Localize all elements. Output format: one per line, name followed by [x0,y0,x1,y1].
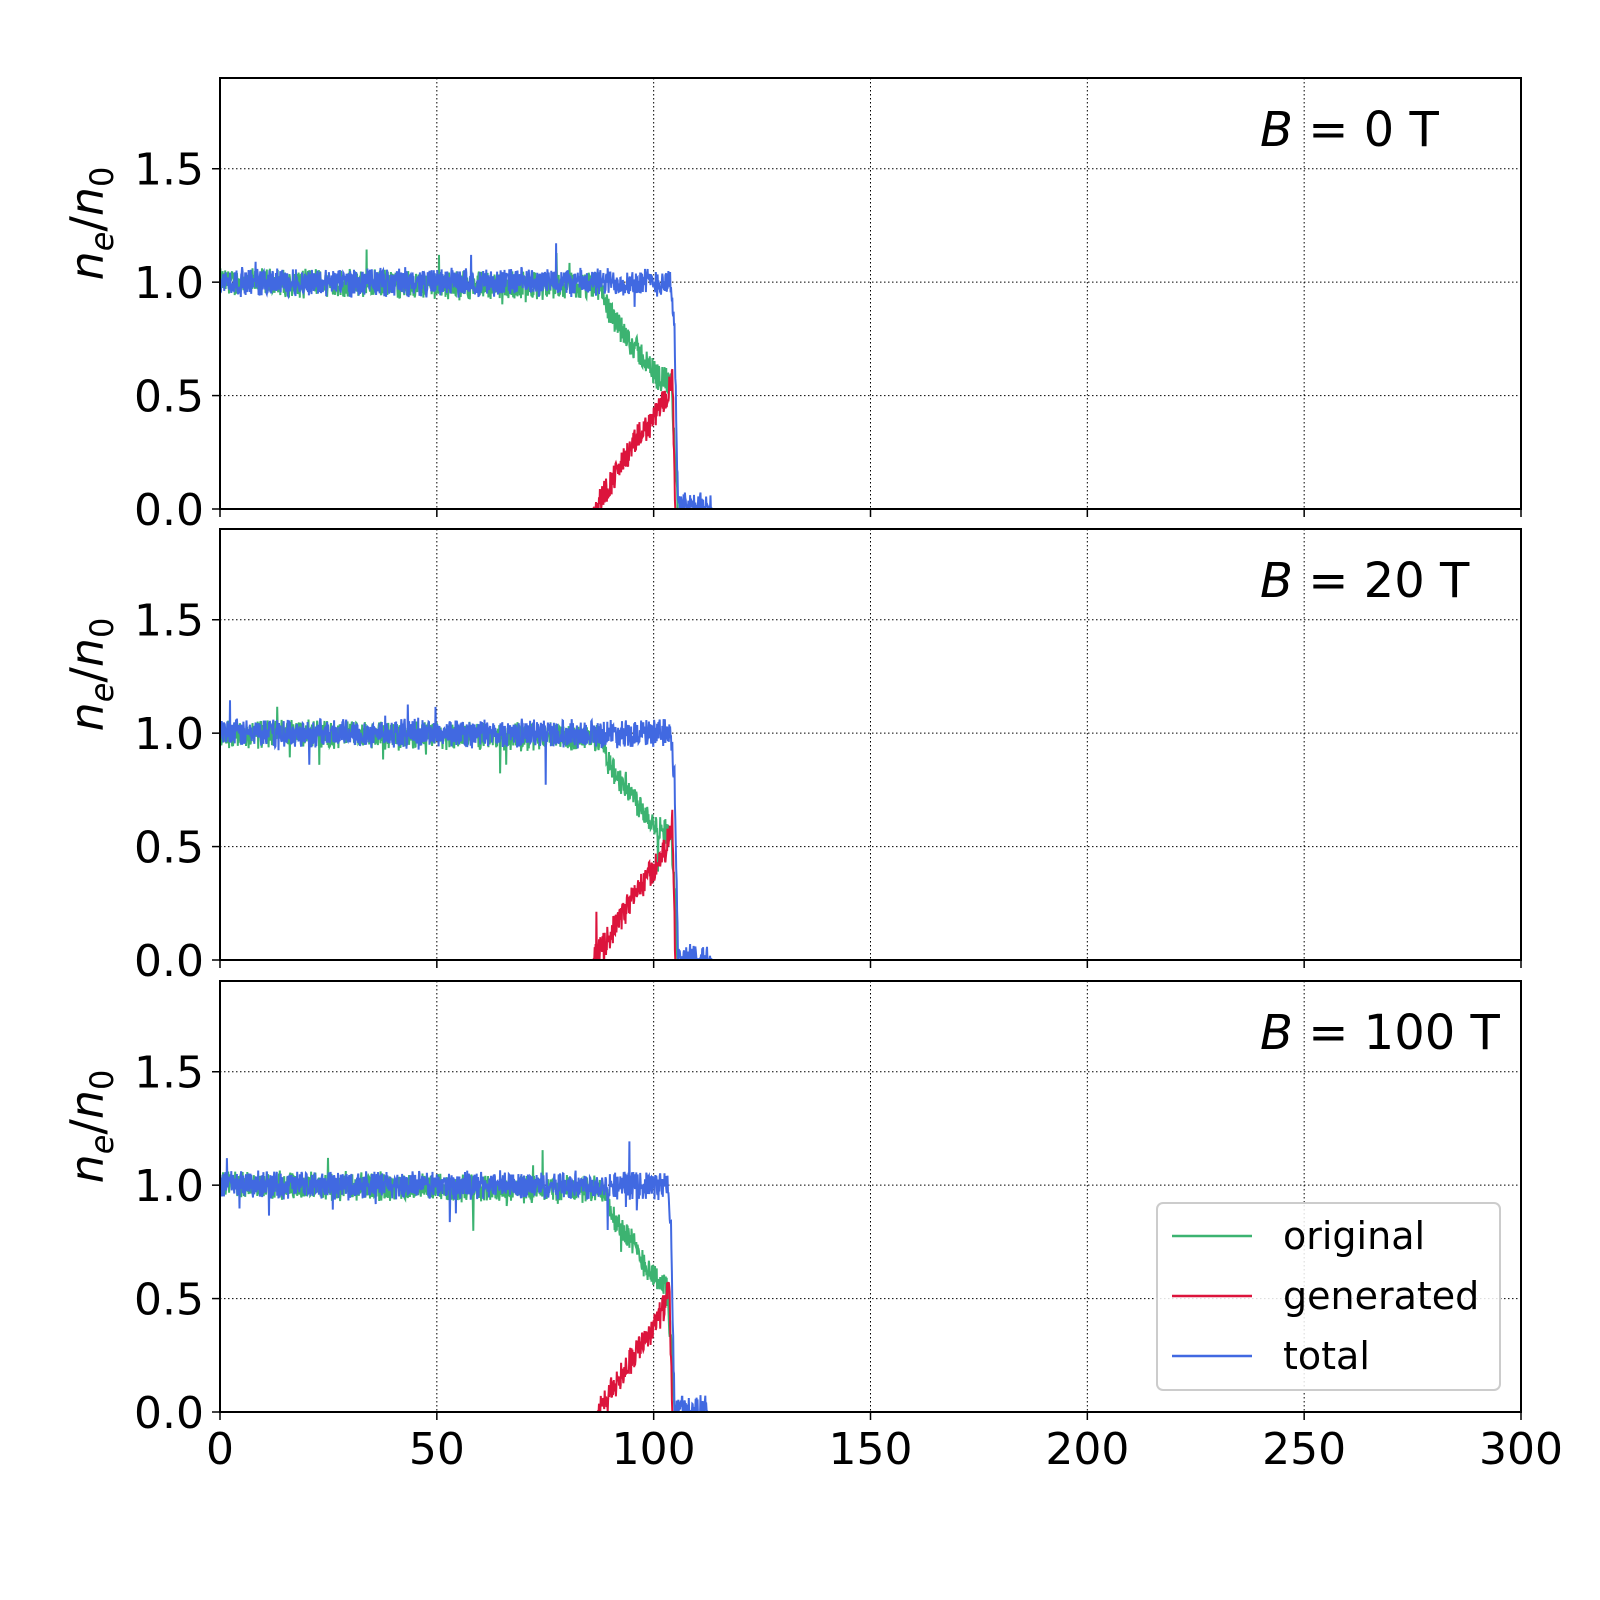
y-tick-label: 0.0 [134,936,204,987]
y-tick-label: 1.5 [134,596,204,647]
y-tick-label: 1.5 [134,145,204,196]
annotation-equals: = [1293,102,1364,158]
axes-frame [219,528,1522,961]
panel-3: 0 50 100 150 200 250 300 0.0 0.5 1.0 1.5 B = 100 T n… [60,980,1563,1475]
y-label-base: n [60,1154,114,1183]
panel-annotation: B = 100 T [1260,1005,1501,1061]
y-label-sub2: 0 [83,167,121,187]
y-tick-label: 1.0 [134,709,204,760]
y-axis-label: ne/n0 [60,618,121,732]
annotation-equals: = [1293,1005,1364,1061]
y-tick-label: 1.0 [134,258,204,309]
y-label-sub2: 0 [83,1070,121,1090]
y-label-base: n [60,702,114,731]
y-label-sub1: e [83,232,121,252]
y-tick-label: 0.5 [134,823,204,874]
x-tick-label: 300 [1479,1424,1563,1475]
x-tick-label: 100 [612,1424,696,1475]
y-label-sub1: e [83,1135,121,1155]
annotation-equals: = [1293,553,1364,609]
legend: original generated total [1156,1202,1501,1391]
series-line-total [220,243,1521,509]
annotation-variable: B [1260,102,1293,158]
y-tick-label: 1.0 [134,1161,204,1212]
y-tick-label: 0.5 [134,1275,204,1326]
y-label-base: n [60,251,114,280]
legend-label-original: original [1283,1214,1425,1258]
axes-frame [219,77,1522,510]
y-tick-label: 1.5 [134,1048,204,1099]
y-axis-label: ne/n0 [60,167,121,281]
y-label-base2: n [60,187,114,216]
legend-label-generated: generated [1283,1274,1479,1318]
y-label-base2: n [60,638,114,667]
x-tick-label: 150 [829,1424,913,1475]
panel-annotation: B = 0 T [1260,102,1439,158]
annotation-variable: B [1260,1005,1293,1061]
x-tick-label: 200 [1045,1424,1129,1475]
axes-frame [219,980,1522,1413]
x-tick-label: 50 [409,1424,465,1475]
y-label-sub2: 0 [83,618,121,638]
series-line-total [220,700,1521,960]
y-label-slash: / [60,216,114,232]
panel-2: 0.00.51.01.5B = 20 Tne/n0 [60,528,1522,987]
y-axis-label: ne/n0 [60,1070,121,1184]
y-label-base2: n [60,1090,114,1119]
panel-1: 0.00.51.01.5B = 0 Tne/n0 [60,77,1522,536]
y-tick-label: 0.0 [134,1388,204,1439]
y-label-slash: / [60,667,114,683]
y-tick-label: 0.5 [134,372,204,423]
annotation-value: 20 T [1364,553,1470,609]
legend-label-total: total [1283,1334,1370,1378]
series-line-total [220,1141,1521,1412]
y-label-slash: / [60,1119,114,1135]
annotation-variable: B [1260,553,1293,609]
annotation-value: 0 T [1364,102,1440,158]
panel-annotation: B = 20 T [1260,553,1470,609]
annotation-value: 100 T [1364,1005,1501,1061]
legend-box [1156,1202,1501,1391]
x-tick-label: 0 [206,1424,234,1475]
y-tick-label: 0.0 [134,485,204,536]
x-tick-label: 250 [1262,1424,1346,1475]
y-label-sub1: e [83,683,121,703]
